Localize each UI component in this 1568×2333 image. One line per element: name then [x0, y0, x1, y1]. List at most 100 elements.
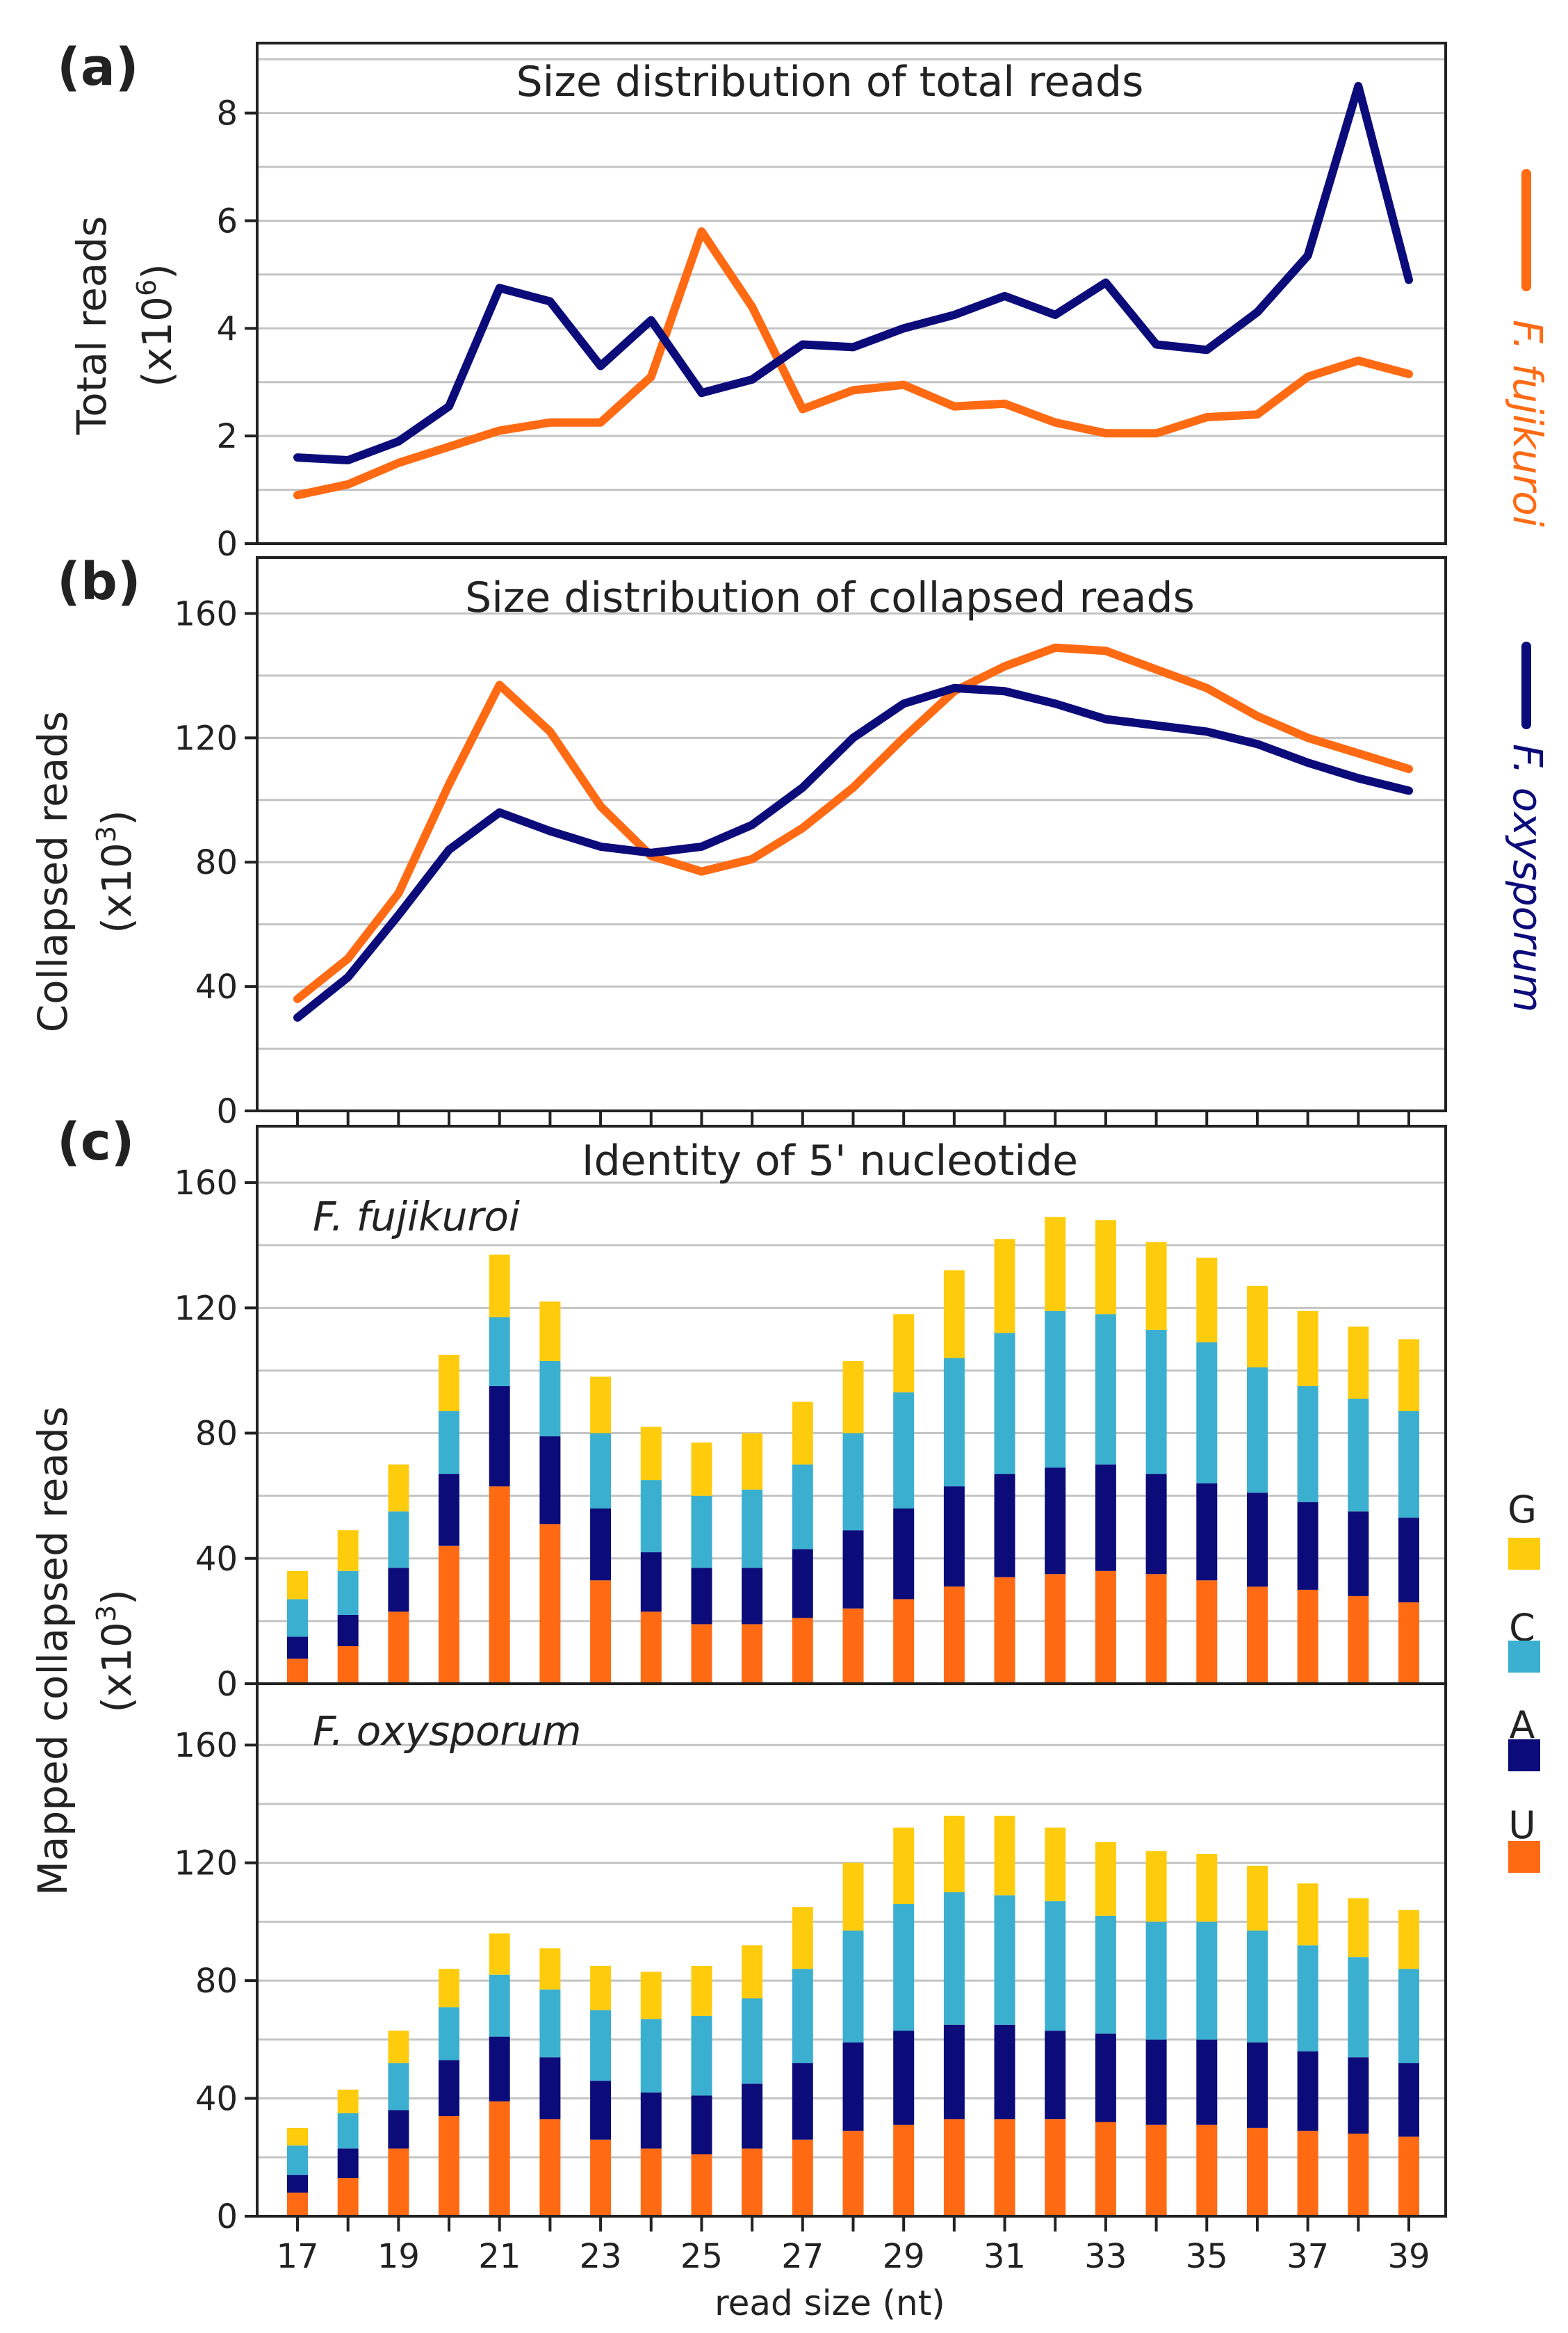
bar-g-18 [337, 2089, 359, 2113]
y-tick-label: 2 [216, 417, 238, 456]
bar-c-39 [1398, 1969, 1419, 2063]
bar-c-28 [842, 1930, 864, 2043]
bar-g-33 [1095, 1220, 1116, 1315]
bar-g-29 [893, 1314, 915, 1392]
bar-c-20 [439, 2007, 459, 2060]
panel-c-fujikuroi-y-ticks: 0 40 80 120 160 [174, 1164, 257, 1704]
bar-u-37 [1297, 2131, 1318, 2216]
bar-c-27 [792, 1464, 813, 1550]
bar-u-22 [539, 2119, 561, 2216]
bar-a-28 [842, 2042, 864, 2131]
bar-g-26 [742, 1433, 763, 1490]
panel-b-y-ticks: 0 40 80 120 160 [174, 594, 257, 1131]
bar-c-38 [1348, 1957, 1369, 2058]
bar-g-34 [1145, 1851, 1167, 1922]
bar-g-25 [691, 1442, 712, 1496]
bar-u-22 [539, 1524, 561, 1684]
x-tick-label: 33 [1084, 2237, 1127, 2276]
bar-g-37 [1297, 1883, 1318, 1946]
y-tick-label: 4 [216, 309, 238, 348]
bar-c-21 [489, 1317, 510, 1386]
x-tick-label: 37 [1287, 2237, 1329, 2276]
bar-g-32 [1045, 1217, 1066, 1311]
bar-c-33 [1095, 1915, 1116, 2034]
bar-a-31 [994, 1474, 1015, 1577]
bar-c-36 [1247, 1367, 1268, 1493]
bar-g-29 [893, 1827, 915, 1904]
bar-g-35 [1196, 1854, 1218, 1922]
bar-a-29 [893, 1508, 915, 1600]
panel-c-title: Identity of 5' nucleotide [582, 1137, 1078, 1185]
bar-g-21 [489, 1933, 510, 1975]
legend-oxysporum-label: F. oxysporum [1504, 744, 1551, 1013]
bar-g-22 [539, 1948, 561, 1990]
y-tick-label: 8 [216, 95, 238, 133]
bar-a-26 [742, 1568, 763, 1625]
bar-a-34 [1145, 2039, 1167, 2125]
y-tick-label: 120 [174, 1844, 238, 1883]
bar-c-21 [489, 1974, 510, 2037]
panel-a-frame [256, 42, 1447, 545]
bar-c-23 [590, 2010, 612, 2081]
bar-u-26 [742, 2148, 763, 2216]
legend-g-swatch [1508, 1538, 1540, 1570]
bar-g-35 [1196, 1258, 1218, 1342]
bar-g-27 [792, 1401, 813, 1465]
bar-c-37 [1297, 1945, 1318, 2051]
bar-a-38 [1348, 1511, 1369, 1596]
bar-a-31 [994, 2024, 1015, 2120]
bar-a-20 [439, 2060, 459, 2116]
bar-g-24 [640, 1426, 662, 1481]
panel-b-collapsed-reads: 0 40 80 120 160 (b) Size distribution of col… [29, 552, 1447, 1131]
bar-g-21 [489, 1254, 510, 1317]
y-tick-label: 120 [174, 1289, 238, 1328]
panel-c-five-prime-nucleotide: 0 40 80 120 160 0 40 80 120 160 17 19 21 23 25 27 29 31… [29, 1112, 1447, 2323]
bar-c-17 [287, 2145, 308, 2175]
bar-c-33 [1095, 1314, 1116, 1465]
bar-c-26 [742, 1489, 763, 1568]
bar-c-24 [640, 2019, 662, 2093]
bar-c-37 [1297, 1386, 1318, 1502]
panel-a-series [293, 81, 1413, 500]
bar-u-21 [489, 2101, 510, 2216]
x-tick-label: 23 [580, 2237, 622, 2276]
bar-g-20 [439, 1354, 459, 1411]
bar-g-24 [640, 1972, 662, 2019]
bar-g-28 [842, 1862, 864, 1931]
bar-u-30 [943, 1586, 965, 1684]
bar-u-33 [1095, 2122, 1116, 2216]
bar-c-29 [893, 1392, 915, 1509]
bar-u-37 [1297, 1589, 1318, 1684]
bar-u-18 [337, 2177, 359, 2216]
bar-g-18 [337, 1530, 359, 1571]
bar-a-20 [439, 1474, 459, 1546]
bar-a-24 [640, 2092, 662, 2149]
bar-g-27 [792, 1907, 813, 1969]
bar-c-18 [337, 2113, 359, 2149]
bar-a-36 [1247, 2042, 1268, 2128]
bar-c-19 [388, 1511, 409, 1568]
bar-c-34 [1145, 1329, 1167, 1474]
bar-g-30 [943, 1270, 965, 1358]
panel-c-frame [256, 1125, 1447, 2218]
bar-u-31 [994, 2119, 1015, 2216]
panel-b-series [293, 643, 1413, 1022]
x-tick-label: 19 [377, 2237, 420, 2276]
bar-u-24 [640, 1611, 662, 1684]
bar-a-22 [539, 1436, 561, 1525]
bar-g-39 [1398, 1339, 1419, 1411]
panel-b-letter: (b) [57, 552, 141, 612]
x-tick-label: 21 [478, 2237, 521, 2276]
bar-a-37 [1297, 2051, 1318, 2131]
bar-c-17 [287, 1599, 308, 1637]
legend-u-swatch [1508, 1841, 1540, 1873]
panel-b-x-tick-marks [296, 1111, 1410, 1126]
legend-c-swatch [1508, 1641, 1540, 1673]
bar-a-19 [388, 2110, 409, 2149]
bar-g-30 [943, 1815, 965, 1892]
bar-u-21 [489, 1486, 510, 1684]
bar-a-21 [489, 1386, 510, 1487]
bar-u-23 [590, 1580, 612, 1684]
panel-a-ylabel-line1: Total reads [68, 216, 115, 436]
bar-g-33 [1095, 1842, 1116, 1916]
